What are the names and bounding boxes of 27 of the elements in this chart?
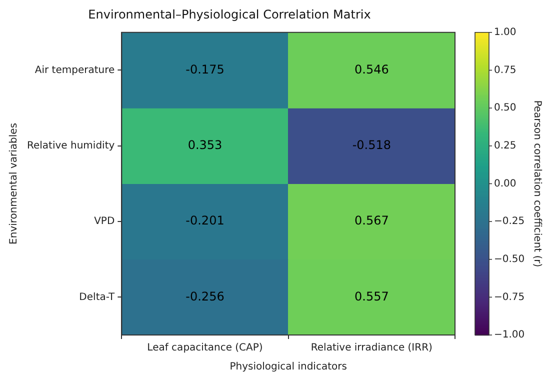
y-tick-label: Relative humidity: [26, 140, 115, 152]
color-bar-label: 0.50: [494, 102, 516, 114]
y-tick-label: Delta-T: [79, 292, 116, 303]
color-bar-label: −1.00: [494, 330, 525, 341]
data-label: 0.546: [354, 62, 389, 76]
color-bar-label: 0.00: [494, 178, 516, 190]
data-label: -0.518: [352, 138, 392, 152]
y-tick-label: Air temperature: [34, 64, 115, 76]
color-bar-label: −0.75: [494, 292, 525, 303]
data-label: -0.201: [186, 214, 224, 228]
y-tick-label: VPD: [94, 216, 115, 228]
data-label: 0.353: [188, 138, 222, 152]
chart-title: Environmental–Physiological Correlation Matrix: [88, 7, 371, 22]
color-bar-label: −0.50: [494, 254, 525, 265]
data-label: 0.567: [354, 214, 389, 228]
x-axis-title: Physiological indicators: [230, 362, 347, 373]
data-label: -0.256: [186, 289, 224, 304]
y-axis-title: Environmental variables: [8, 122, 20, 244]
x-tick-label: Relative irradiance (IRR): [310, 342, 433, 354]
data-label: -0.175: [186, 62, 224, 76]
data-label: 0.557: [354, 289, 389, 304]
color-bar-label: −0.25: [494, 216, 525, 228]
color-bar-label: 1.00: [494, 26, 516, 38]
color-bar-label: 0.75: [494, 64, 516, 76]
color-bar-title: Pearson correlation coefficient (r): [531, 100, 542, 268]
x-tick-label: Leaf capacitance (CAP): [147, 342, 263, 354]
color-bar-label: 0.25: [494, 140, 516, 152]
